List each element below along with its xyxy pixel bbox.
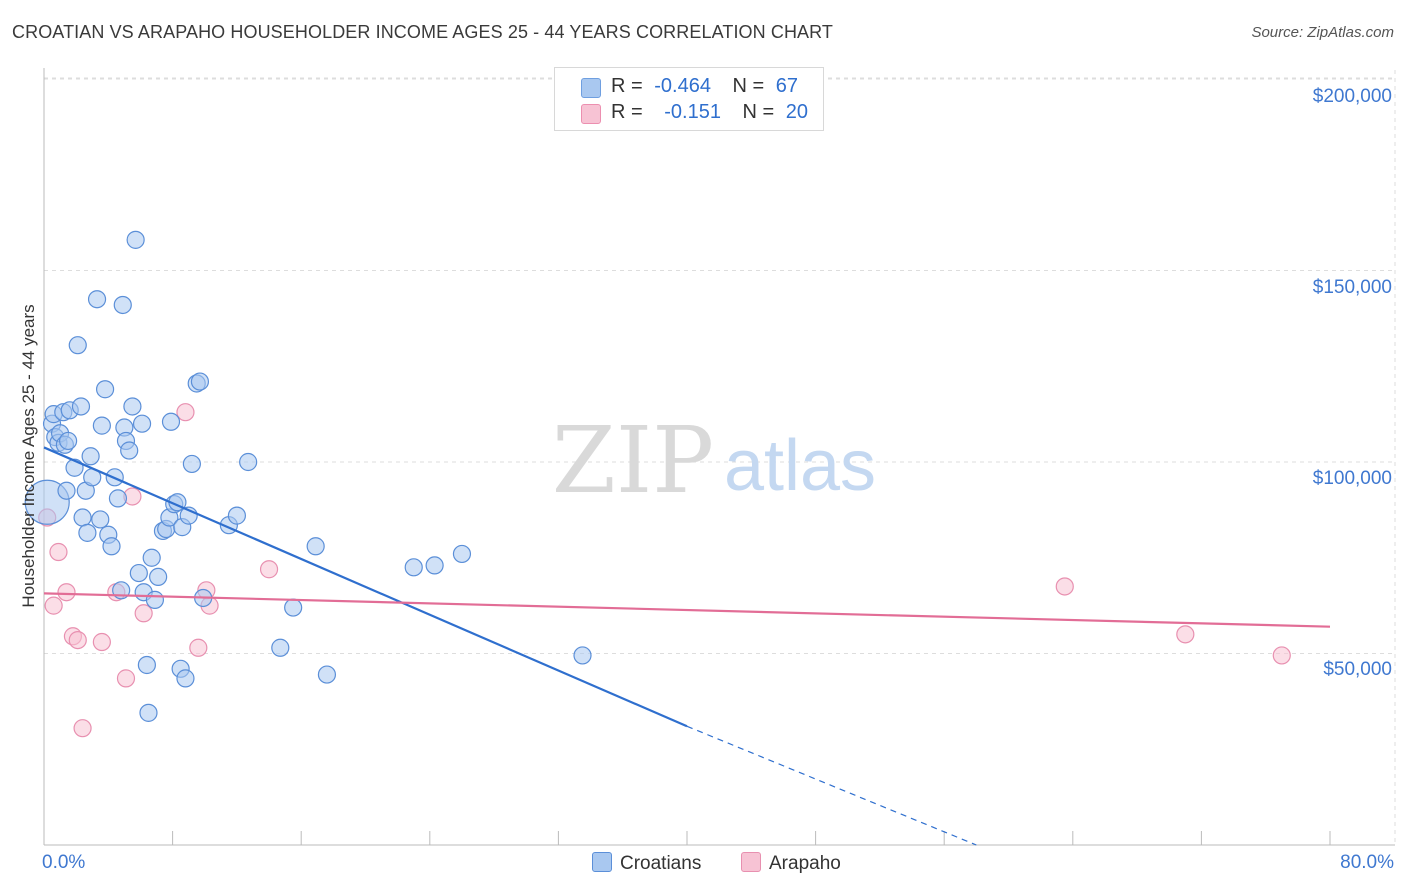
legend-r-label: R = [611,101,643,123]
croatians-trend-extension [686,725,977,846]
croatians-point [145,590,165,609]
arapaho-swatch [581,104,601,124]
croatians-point [57,481,76,500]
croatians-point [59,431,78,451]
arapaho-point [73,719,92,738]
trend-lines [43,446,1331,846]
y-tick-label-50000: $50,000 [1323,659,1392,680]
arapaho-legend-label: Arapaho [769,853,841,874]
croatians-point [91,510,110,529]
croatians-point [149,567,168,587]
arapaho-point [259,560,279,579]
croatians-point [95,380,115,399]
croatians-points [24,230,592,722]
y-tick-label-200000: $200,000 [1312,86,1392,107]
croatians-legend-label: Croatians [620,853,702,874]
croatians-point [123,397,142,416]
arapaho-point [134,604,153,623]
croatians-point [102,537,121,556]
croatians-point [113,295,132,315]
chart-title: CROATIAN VS ARAPAHO HOUSEHOLDER INCOME A… [12,22,834,42]
arapaho-trend-line [43,592,1331,628]
bottom-legend-arapaho: Arapaho [741,852,841,875]
legend-r-value: -0.464 [654,75,711,97]
legend-r-value: -0.151 [664,101,721,123]
legend-n-value: 67 [775,75,799,97]
chart-source: Source: ZipAtlas.com [1251,24,1394,41]
croatians-point [190,372,210,391]
arapaho-point [1176,625,1195,644]
x-tick-label-max: 80.0% [1340,852,1394,873]
legend-r-label: R = [611,75,643,97]
croatians-point [139,703,158,722]
arapaho-point [189,638,208,657]
arapaho-point [92,632,111,652]
legend-n-label: N = [732,75,765,97]
croatians-point [71,397,91,416]
croatians-point [573,646,592,665]
croatians-point [132,414,152,433]
croatians-point [404,558,423,577]
croatians-point [120,441,139,460]
x-tick-label-min: 0.0% [42,852,86,873]
croatians-point [239,452,258,472]
correlation-legend: R = -0.464 N = 67 R = -0.151 N = 20 [554,67,824,131]
croatians-point [92,416,111,435]
croatians-point [182,454,201,474]
y-axis-label: Householder Income Ages 25 - 44 years [19,304,38,608]
arapaho-point [116,669,136,688]
croatians-point [73,508,92,527]
arapaho-point [1272,646,1291,665]
croatians-point [81,447,100,466]
watermark-zip: ZIP [552,407,714,514]
croatians-trend-line [43,446,688,728]
croatians-point [87,290,107,309]
croatians-point [284,598,303,617]
bottom-legend-croatians: Croatians [592,852,701,875]
y-tick-label-150000: $150,000 [1312,277,1392,298]
croatians-point [425,556,444,575]
croatians-point [142,548,161,567]
arapaho-point [176,403,195,422]
watermark: ZIP atlas [552,407,876,514]
croatians-point [68,336,87,355]
croatians-point [452,544,472,564]
croatians-point [126,230,145,249]
croatians-point [78,523,97,542]
croatians-point [137,655,156,675]
croatians-legend-swatch [592,852,612,872]
croatians-point [306,537,325,556]
legend-n-value: 20 [785,101,809,123]
watermark-atlas: atlas [724,426,876,506]
axes [43,68,1395,846]
croatians-point [271,638,290,657]
arapaho-point [49,542,68,562]
arapaho-point [57,583,76,602]
legend-n-label: N = [742,101,775,123]
arapaho-point [1055,577,1074,596]
croatians-point [129,563,148,583]
arapaho-legend-swatch [741,852,761,872]
croatians-point [176,669,195,688]
arapaho-point [68,630,87,650]
y-tick-label-100000: $100,000 [1312,468,1392,489]
croatians-point [317,665,337,684]
croatians-point [227,506,246,525]
croatians-swatch [581,78,601,98]
croatians-point [108,489,128,508]
arapaho-point [44,596,63,615]
croatians-point [161,412,181,431]
